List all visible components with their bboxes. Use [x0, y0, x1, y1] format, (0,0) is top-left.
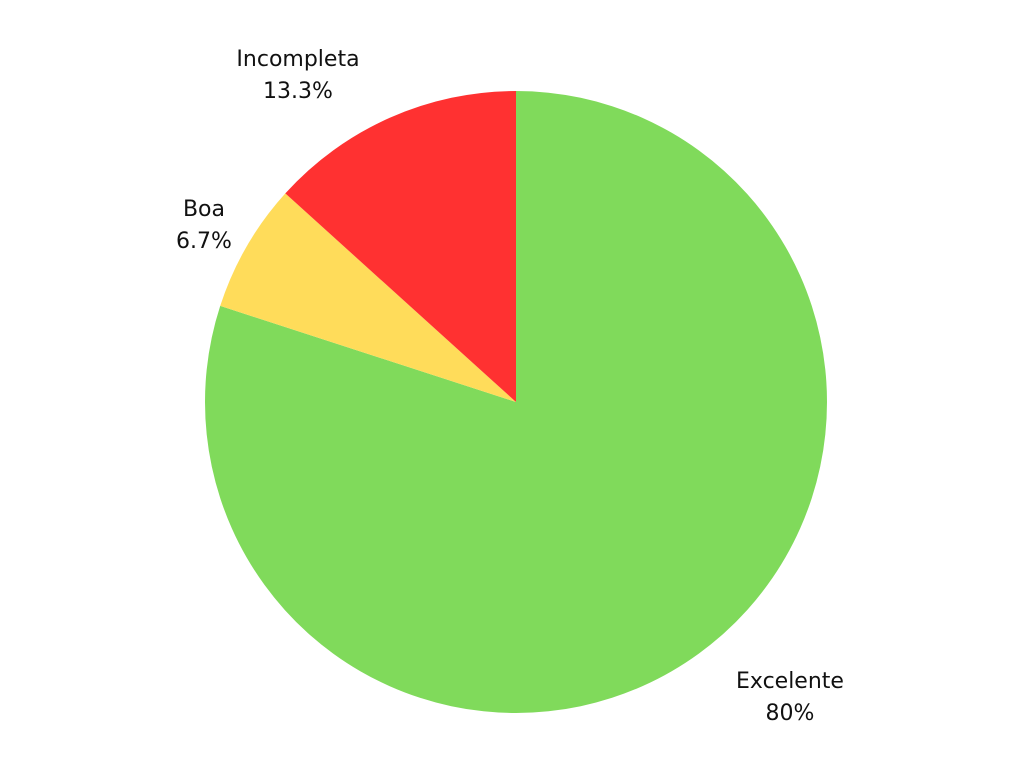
slice-percent-label: 80% [766, 701, 815, 726]
slice-percent-label: 13.3% [263, 79, 333, 104]
slice-percent-label: 6.7% [176, 229, 232, 254]
pie-labels: Excelente 80% Boa 6.7% Incompleta 13.3% [176, 47, 844, 726]
slice-name-label: Incompleta [236, 47, 359, 72]
pie-slice-excelente [204, 91, 827, 713]
pie-slices [204, 91, 827, 713]
pie-slice-boa [220, 193, 516, 402]
slice-name-label: Excelente [736, 669, 844, 694]
slice-name-label: Boa [183, 197, 225, 222]
pie-slice-incompleta [285, 91, 516, 402]
